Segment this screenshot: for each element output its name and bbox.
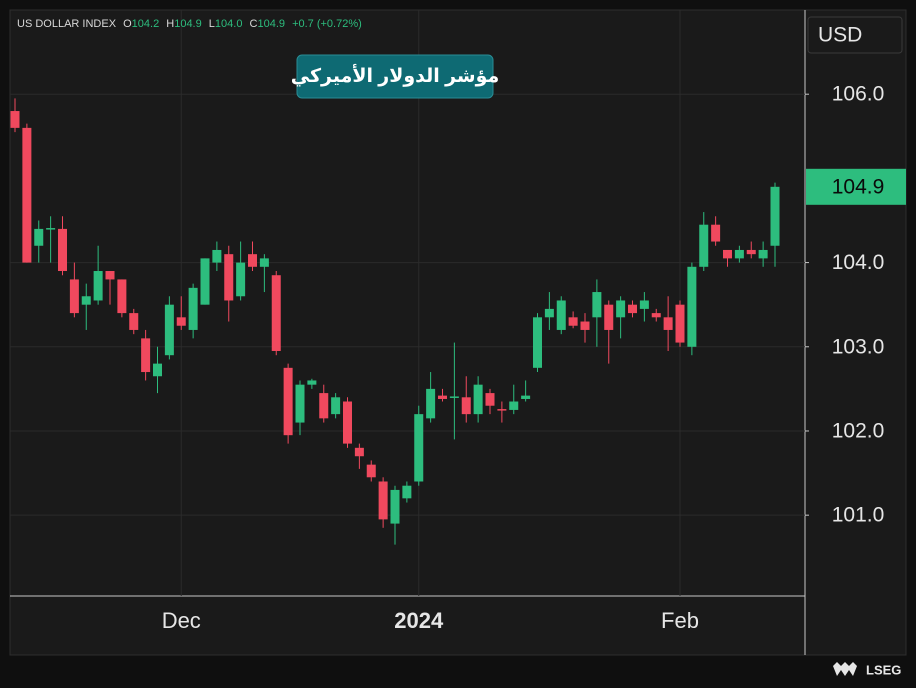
candle-body	[699, 224, 709, 267]
last-price-label: 104.9	[832, 175, 885, 198]
candle-body	[758, 249, 768, 259]
candle-body	[93, 271, 103, 301]
candle-body	[544, 308, 554, 318]
candle-body	[497, 409, 507, 411]
candle-body	[105, 271, 115, 280]
y-tick-label: 103.0	[832, 335, 885, 358]
candle-body	[188, 287, 198, 330]
candle-body	[22, 127, 32, 263]
candle-body	[734, 249, 744, 259]
change: +0.7 (+0.72%)	[292, 18, 362, 30]
candle-body	[723, 249, 732, 259]
candle-body	[343, 401, 352, 444]
candle-body	[200, 258, 210, 305]
candle-body	[236, 262, 246, 297]
candle-body	[283, 367, 293, 436]
candle-body	[164, 304, 174, 356]
candle-body	[533, 317, 542, 368]
candle-body	[141, 338, 151, 373]
candle-body	[628, 304, 637, 314]
candle-body	[663, 317, 673, 330]
close-value: 104.9	[257, 18, 285, 30]
y-tick-label: 104.0	[832, 251, 885, 274]
candle-body	[354, 447, 364, 457]
source: LSEG	[866, 662, 901, 677]
candle-body	[449, 396, 459, 398]
x-tick-label: Feb	[661, 608, 699, 633]
candle-body	[651, 313, 661, 318]
candle-body	[295, 384, 305, 423]
open-key: O	[123, 18, 132, 30]
candle-body	[509, 401, 519, 410]
currency[interactable]: USD	[818, 24, 862, 47]
candle-body	[248, 254, 257, 267]
candle-body	[58, 228, 67, 272]
candle-body	[414, 414, 424, 482]
candle-body	[307, 380, 317, 385]
candle-body	[473, 384, 483, 415]
low-value: 104.0	[215, 18, 243, 30]
candle-body	[378, 481, 388, 520]
x-tick-label: Dec	[162, 608, 201, 633]
close-key: C	[250, 18, 258, 30]
title-badge	[296, 54, 494, 99]
y-tick-label: 101.0	[832, 504, 885, 527]
candle-body	[117, 279, 127, 314]
candle-body	[153, 363, 162, 377]
candle-body	[331, 397, 341, 415]
candle-body	[319, 393, 329, 419]
symbol: US DOLLAR INDEX	[17, 18, 117, 30]
candle-body	[580, 321, 590, 330]
last-price-box	[806, 168, 906, 205]
candle-body	[212, 249, 222, 263]
candle-body	[485, 393, 495, 406]
candle-body	[129, 313, 139, 330]
candles	[10, 98, 780, 545]
header: US DOLLAR INDEX O104.2 H104.9 L104.0 C10…	[17, 18, 362, 30]
candle-body	[438, 395, 447, 399]
high-value: 104.9	[174, 18, 202, 30]
chart-title: مؤشر الدولار الأميركي	[291, 64, 500, 87]
candle-body	[259, 258, 269, 267]
candle-body	[34, 228, 44, 246]
candle-body	[224, 254, 234, 301]
low-key: L	[209, 18, 215, 30]
candle-body	[568, 317, 578, 326]
candle-body	[746, 249, 756, 255]
candle-body	[271, 275, 281, 351]
candle-body	[556, 300, 566, 330]
candle-body	[770, 186, 780, 246]
candle-body	[639, 300, 649, 309]
candle-body	[521, 395, 531, 399]
source-logo: LSEG	[833, 662, 901, 677]
candle-body	[81, 296, 91, 305]
candle-body	[402, 485, 412, 499]
currency-box[interactable]	[807, 16, 903, 54]
candle-body	[69, 279, 79, 314]
candle-body	[687, 266, 697, 347]
x-tick-label: 2024	[394, 608, 444, 633]
candle-body	[592, 292, 602, 318]
y-tick-label: 106.0	[832, 83, 885, 106]
candle-body	[604, 304, 614, 330]
candle-body	[366, 464, 376, 478]
candle-body	[461, 397, 471, 415]
candle-body	[176, 317, 186, 326]
candle-body	[390, 489, 400, 524]
candle-body	[10, 111, 20, 128]
candle-body	[616, 300, 626, 318]
y-tick-label: 102.0	[832, 420, 885, 443]
candle-body	[46, 228, 56, 230]
open-value: 104.2	[132, 18, 160, 30]
candle-body	[711, 224, 721, 242]
panel	[9, 9, 907, 656]
candle-body	[675, 304, 685, 343]
candle-body	[426, 388, 436, 419]
high-key: H	[166, 18, 174, 30]
